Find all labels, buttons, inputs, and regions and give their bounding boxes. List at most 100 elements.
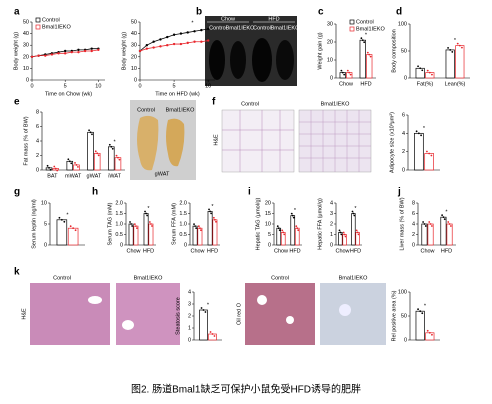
dot: [111, 147, 114, 150]
bar: [425, 332, 435, 341]
bar: [290, 215, 296, 246]
dot: [91, 133, 93, 136]
bar: [414, 132, 424, 171]
dot: [295, 225, 298, 228]
dot: [344, 235, 347, 238]
image-label: Chow: [221, 16, 235, 22]
bar: [199, 309, 208, 341]
dot: [282, 231, 285, 234]
y-axis-label: Adipocyte size (x10³μm²): [389, 112, 395, 173]
dot: [108, 143, 111, 146]
dot: [369, 55, 372, 58]
y-axis-label: Serum TAG (mM): [107, 202, 113, 245]
dot: [63, 220, 66, 223]
image-label: Control: [253, 25, 271, 31]
y-tick-label: 5: [44, 221, 47, 227]
y-tick-label: 50: [131, 19, 137, 25]
y-tick-label: 2: [36, 153, 39, 159]
dot: [146, 214, 149, 217]
point: [152, 40, 155, 43]
point: [145, 44, 149, 47]
x-tick-label: HFD: [360, 81, 371, 87]
dot: [94, 150, 97, 153]
bar: [143, 213, 149, 246]
line: [139, 28, 209, 52]
y-axis-label: Hepatic TAG (μmol/g): [255, 197, 261, 250]
annotation: *: [454, 38, 457, 44]
x-tick-label: Lean(%): [445, 81, 466, 87]
dot: [49, 168, 52, 171]
annotation: *: [294, 208, 297, 214]
y-tick-label: 50: [401, 313, 407, 319]
y-tick-label: 0.5: [115, 232, 123, 238]
y-tick-label: 0.5: [179, 232, 187, 238]
x-tick-label: Chow: [335, 248, 349, 254]
y-tick-label: 50: [23, 19, 29, 25]
bar: [66, 160, 74, 171]
point: [63, 49, 67, 53]
image-label: H&E: [21, 308, 27, 320]
bar: [415, 310, 425, 341]
chart: 0 1 2 3 4 Hepatic FFA (μmol/g) Chow HFD *: [317, 198, 362, 254]
annotation: *: [207, 302, 210, 308]
legend-label: Control: [356, 19, 374, 25]
dot: [360, 37, 363, 40]
dot: [423, 223, 426, 225]
image-label: Oil red O: [236, 302, 242, 325]
dot: [449, 49, 452, 51]
line: [139, 40, 209, 52]
y-tick-label: 2: [412, 232, 415, 238]
chart: 0 2 4 6 8 Fat mass (% of BW) BAT mWAT gWAT iWAT *: [23, 109, 125, 179]
point: [44, 54, 47, 57]
y-tick-label: 20: [327, 39, 333, 45]
y-tick-label: 15: [265, 211, 271, 217]
dot: [200, 229, 202, 232]
y-tick-label: 40: [131, 31, 137, 37]
y-tick-label: 0: [44, 242, 47, 248]
y-tick-label: 0: [404, 75, 407, 81]
dot: [68, 160, 71, 163]
y-tick-label: 4: [36, 138, 39, 144]
x-tick-label: HFD: [441, 248, 452, 254]
x-tick-label: Chow: [190, 248, 204, 254]
dot: [77, 166, 79, 168]
bar: [366, 54, 373, 79]
dot: [48, 166, 50, 169]
dot: [366, 51, 369, 54]
y-tick-label: 0: [412, 242, 415, 248]
dot: [208, 208, 210, 211]
y-tick-label: 0: [134, 77, 137, 83]
image-label: Control: [209, 25, 227, 31]
point: [70, 50, 74, 54]
y-axis-label: Serum FFA (mM): [171, 203, 177, 245]
panel-label: g: [14, 187, 20, 198]
dot: [118, 158, 121, 161]
annotation: *: [191, 20, 194, 26]
y-tick-label: 10: [265, 221, 271, 227]
panel-label: j: [397, 187, 401, 198]
dot: [448, 223, 451, 225]
legend-swatch: [349, 19, 355, 25]
annotation: *: [114, 139, 117, 145]
point: [172, 42, 176, 46]
point: [193, 40, 196, 43]
x-tick-label: iWAT: [108, 173, 121, 179]
dot: [424, 225, 427, 227]
dot: [430, 154, 433, 157]
panel-label: k: [14, 267, 20, 278]
image-label: Bmal1IEKO: [339, 275, 368, 281]
image-label: Bmal1IEKO: [271, 25, 300, 31]
y-tick-label: 10: [131, 66, 137, 72]
y-tick-label: 2.0: [115, 200, 123, 206]
x-tick-label: HFD: [143, 248, 154, 254]
y-tick-label: 50: [401, 48, 407, 54]
point: [206, 39, 210, 42]
bar: [351, 213, 356, 246]
annotation: *: [147, 206, 150, 212]
y-axis-label: Fat mass (% of BW): [23, 116, 29, 165]
x-tick-label: Fat(%): [417, 81, 434, 87]
